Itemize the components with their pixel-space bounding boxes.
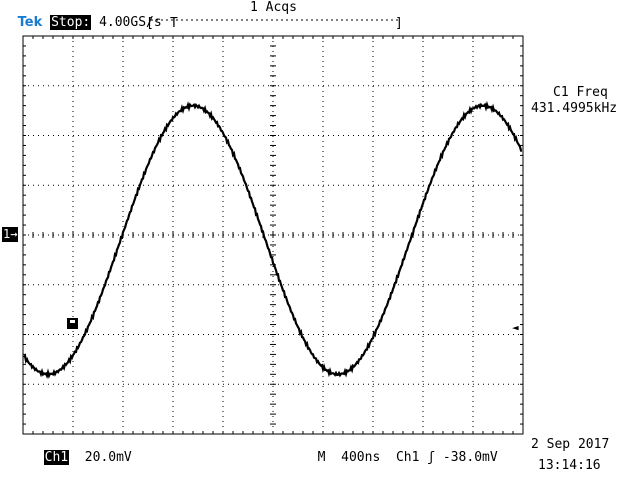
sample-rate: 4.00GS/s [99, 15, 162, 30]
date-stamp: 2 Sep 2017 [531, 437, 610, 452]
graticule [22, 35, 524, 435]
trigger-level-marker[interactable]: ◄ [512, 321, 519, 334]
trigger-point-marker [67, 318, 78, 329]
trigger-position-marker: T [170, 16, 178, 31]
record-position-bar: [ T ] [146, 16, 403, 31]
channel1-ground-marker[interactable]: 1→ [2, 227, 19, 242]
record-bracket-right: ] [395, 16, 403, 31]
time-stamp: 13:14:16 [538, 458, 601, 473]
waveform-trace [23, 100, 523, 380]
time-per-div: 400ns [341, 450, 381, 465]
footer-timebase-readout: M 400ns Ch1 ʃ -38.0mV [302, 435, 498, 465]
trigger-source: Ch1 [395, 450, 420, 465]
header-bar: Tek Stop: 4.00GS/s [2, 0, 162, 30]
footer-channel-readout: Ch1 20.0mV [28, 435, 132, 465]
run-state-badge: Stop: [50, 15, 92, 30]
timebase-label: M [317, 450, 326, 465]
record-bracket-left: [ [146, 16, 154, 31]
trigger-level-value: -38.0mV [442, 450, 498, 465]
measurement-label: C1 Freq [553, 85, 608, 100]
volts-per-div: 20.0mV [84, 450, 132, 465]
brand-logo: Tek [17, 15, 43, 30]
measurement-value: 431.4995kHz [531, 101, 618, 116]
trigger-slope-icon: ʃ [427, 450, 436, 465]
channel1-badge[interactable]: Ch1 [43, 450, 70, 465]
acquisition-count: 1 Acqs [250, 0, 297, 15]
